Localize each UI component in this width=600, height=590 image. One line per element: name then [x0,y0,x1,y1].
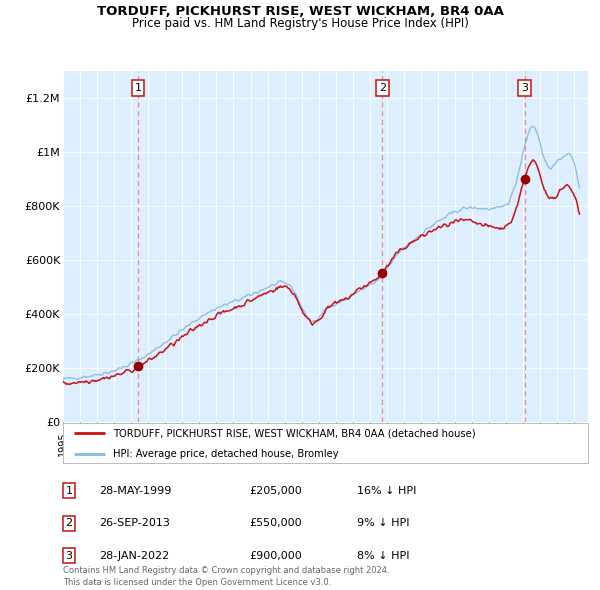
Text: 2: 2 [379,83,386,93]
Text: 26-SEP-2013: 26-SEP-2013 [99,519,170,528]
Text: 28-MAY-1999: 28-MAY-1999 [99,486,172,496]
Text: TORDUFF, PICKHURST RISE, WEST WICKHAM, BR4 0AA (detached house): TORDUFF, PICKHURST RISE, WEST WICKHAM, B… [113,428,476,438]
Text: 16% ↓ HPI: 16% ↓ HPI [357,486,416,496]
Text: 28-JAN-2022: 28-JAN-2022 [99,551,169,560]
Text: Contains HM Land Registry data © Crown copyright and database right 2024.
This d: Contains HM Land Registry data © Crown c… [63,566,389,587]
Text: TORDUFF, PICKHURST RISE, WEST WICKHAM, BR4 0AA: TORDUFF, PICKHURST RISE, WEST WICKHAM, B… [97,5,503,18]
Text: 2: 2 [65,519,73,528]
Text: £900,000: £900,000 [249,551,302,560]
Text: Price paid vs. HM Land Registry's House Price Index (HPI): Price paid vs. HM Land Registry's House … [131,17,469,30]
Text: 3: 3 [521,83,528,93]
Text: £205,000: £205,000 [249,486,302,496]
Text: £550,000: £550,000 [249,519,302,528]
Text: 3: 3 [65,551,73,560]
Text: 8% ↓ HPI: 8% ↓ HPI [357,551,409,560]
Text: 1: 1 [134,83,142,93]
Text: 9% ↓ HPI: 9% ↓ HPI [357,519,409,528]
Text: 1: 1 [65,486,73,496]
Text: HPI: Average price, detached house, Bromley: HPI: Average price, detached house, Brom… [113,450,338,460]
